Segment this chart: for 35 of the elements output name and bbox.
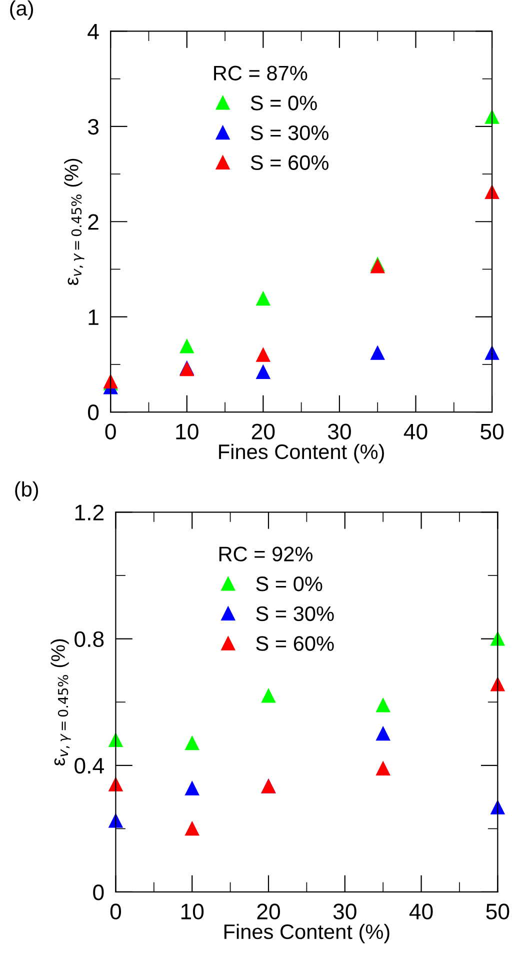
- legend-label: S = 60%: [250, 155, 328, 170]
- legend-label: S = 30%: [256, 606, 334, 622]
- y-tick-label: 1: [88, 310, 98, 325]
- legend-title: RC = 87%: [214, 66, 308, 81]
- x-tick-label: 30: [333, 904, 356, 920]
- x-tick-label: 10: [181, 904, 204, 920]
- legend-title: RC = 92%: [219, 546, 313, 562]
- y-tick-label: 2: [88, 214, 98, 230]
- y-tick-label: 4: [88, 24, 99, 40]
- y-tick-label: 1.2: [75, 504, 104, 520]
- y-tick-label: 3: [88, 118, 99, 135]
- x-tick-label: 10: [176, 424, 198, 440]
- x-tick-label: 20: [257, 904, 280, 920]
- legend-label: S = 0%: [256, 576, 322, 592]
- y-tick-label: 0.4: [74, 758, 104, 774]
- x-tick-label: 0: [105, 424, 116, 440]
- y-tick-label: 0.8: [74, 631, 104, 648]
- x-tick-label: 40: [409, 904, 433, 920]
- y-axis-title: ε$_{v,γ=0.45%}$ (%): [50, 639, 71, 766]
- legend-label: S = 30%: [250, 125, 328, 140]
- legend-label: S = 60%: [256, 636, 334, 651]
- x-tick-label: 40: [404, 424, 428, 440]
- y-tick-label: 0: [93, 884, 104, 900]
- x-tick-label: 20: [252, 424, 275, 440]
- x-tick-label: 30: [328, 424, 351, 440]
- text: (b): [15, 481, 38, 501]
- x-tick-label: 50: [480, 424, 504, 440]
- x-axis-title: Fines Content (%): [219, 444, 384, 464]
- legend-label: S = 0%: [250, 96, 317, 110]
- y-tick-label: 0: [88, 404, 99, 420]
- x-tick-label: 0: [110, 904, 122, 920]
- x-tick-label: 50: [486, 904, 510, 920]
- x-axis-title: Fines Content (%): [224, 924, 390, 944]
- y-axis-title: ε$_{v,γ=0.45%}$ (%): [64, 158, 84, 286]
- text: (a): [10, 0, 34, 20]
